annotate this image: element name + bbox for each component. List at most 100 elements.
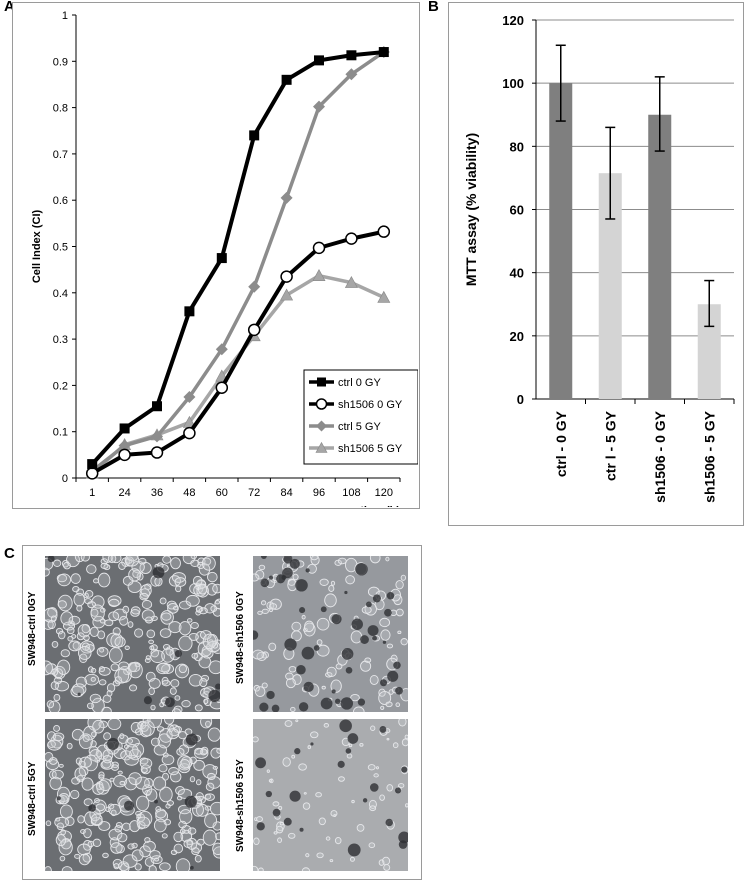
dark-spheroid [347, 843, 361, 857]
cell-colony [144, 837, 151, 843]
dark-spheroid [401, 766, 408, 773]
cell-colony [84, 673, 100, 686]
cell-colony [159, 786, 173, 803]
y-tick-label: 0.7 [53, 149, 68, 161]
cell-colony [86, 564, 97, 575]
cell-colony [82, 734, 90, 743]
cell-colony [90, 604, 105, 622]
cell-colony [337, 557, 347, 565]
y-tick-label: 0.6 [53, 195, 68, 207]
dark-spheroid [305, 568, 310, 573]
data-point [346, 50, 357, 61]
cell-colony [269, 603, 278, 610]
cell-colony [125, 744, 139, 759]
cell-colony [91, 697, 105, 712]
cell-colony [204, 793, 215, 801]
cell-colony [49, 770, 57, 779]
cell-colony [149, 645, 155, 651]
cell-colony [292, 573, 299, 581]
cell-colony [145, 655, 151, 660]
cell-colony [261, 682, 268, 689]
cell-colony [253, 865, 259, 871]
cell-colony [108, 611, 120, 622]
cell-colony [66, 626, 75, 635]
cell-colony [106, 683, 116, 693]
bar-chart-frame: 0 20 40 60 80 100 120 ctrl - 0 GY ctr l - 5 GY sh… [448, 2, 744, 526]
cell-colony [98, 679, 107, 686]
y-tick-label: 0.2 [53, 380, 68, 392]
cell-colony [195, 792, 204, 801]
cell-colony [51, 641, 59, 648]
cell-colony [378, 859, 385, 866]
dark-spheroid [152, 566, 165, 579]
cell-colony [78, 645, 92, 660]
dark-spheroid [387, 670, 399, 682]
cell-colony [212, 842, 220, 856]
cell-colony [174, 663, 190, 679]
cell-colony [398, 719, 407, 727]
x-tick-label: 1 [89, 487, 95, 499]
cell-colony [114, 825, 123, 833]
cell-colony [334, 836, 342, 845]
cell-colony [107, 556, 117, 564]
cell-colony [54, 816, 70, 828]
cell-colony [346, 753, 353, 759]
cell-colony [47, 619, 56, 630]
cell-colony [179, 759, 190, 769]
cell-colony [147, 719, 163, 728]
cell-colony [58, 763, 64, 768]
cell-colony [395, 608, 404, 617]
cell-colony [361, 606, 372, 614]
y-tick-label: 60 [510, 203, 524, 218]
legend-marker [315, 441, 328, 453]
dark-spheroid [265, 790, 272, 798]
cell-colony [178, 820, 187, 829]
cell-colony [98, 774, 105, 780]
cell-colony [258, 564, 266, 571]
cell-colony [369, 674, 379, 685]
cell-colony [209, 801, 220, 816]
x-tick-label: ctr l - 5 GY [602, 410, 618, 481]
cell-colony [285, 672, 294, 681]
cell-colony [279, 821, 284, 826]
cell-colony [338, 776, 345, 782]
cell-colony [273, 831, 278, 835]
cell-colony [253, 649, 265, 660]
line-chart-frame: 0 0.1 0.2 0.3 0.4 0.5 0.6 0.7 0.8 0.9 1 1 24 36 48 60 72… [12, 2, 420, 517]
cell-colony [212, 607, 220, 617]
cell-colony [335, 663, 343, 670]
cell-colony [149, 850, 161, 860]
cell-colony [378, 690, 392, 706]
cell-colony [166, 728, 180, 740]
cell-colony [310, 556, 320, 566]
dark-spheroid [299, 827, 304, 832]
dark-spheroid [276, 574, 286, 584]
dark-spheroid [164, 697, 175, 708]
cell-colony [159, 862, 171, 871]
cell-colony [130, 606, 141, 615]
cell-colony [102, 755, 113, 764]
legend-item: sh1506 5 GY [309, 441, 403, 455]
cell-colony [100, 562, 109, 569]
cell-colony [386, 737, 390, 741]
dark-spheroid [289, 558, 300, 569]
cell-colony [379, 617, 391, 628]
cell-colony [161, 648, 175, 663]
cell-colony [170, 771, 182, 783]
cell-colony [87, 666, 94, 673]
dark-spheroid [369, 783, 379, 792]
cell-colony [333, 814, 337, 818]
cell-colony [161, 612, 172, 621]
data-point [118, 439, 131, 452]
cell-colony [159, 728, 173, 743]
cell-colony [203, 698, 209, 705]
cell-colony [96, 646, 109, 657]
dark-spheroid [347, 733, 359, 744]
cell-colony [136, 813, 142, 819]
cell-colony [90, 667, 97, 674]
cell-colony [261, 608, 269, 615]
legend-marker [315, 398, 328, 410]
data-point [183, 426, 196, 440]
cell-colony [148, 639, 155, 645]
cell-colony [189, 756, 197, 765]
